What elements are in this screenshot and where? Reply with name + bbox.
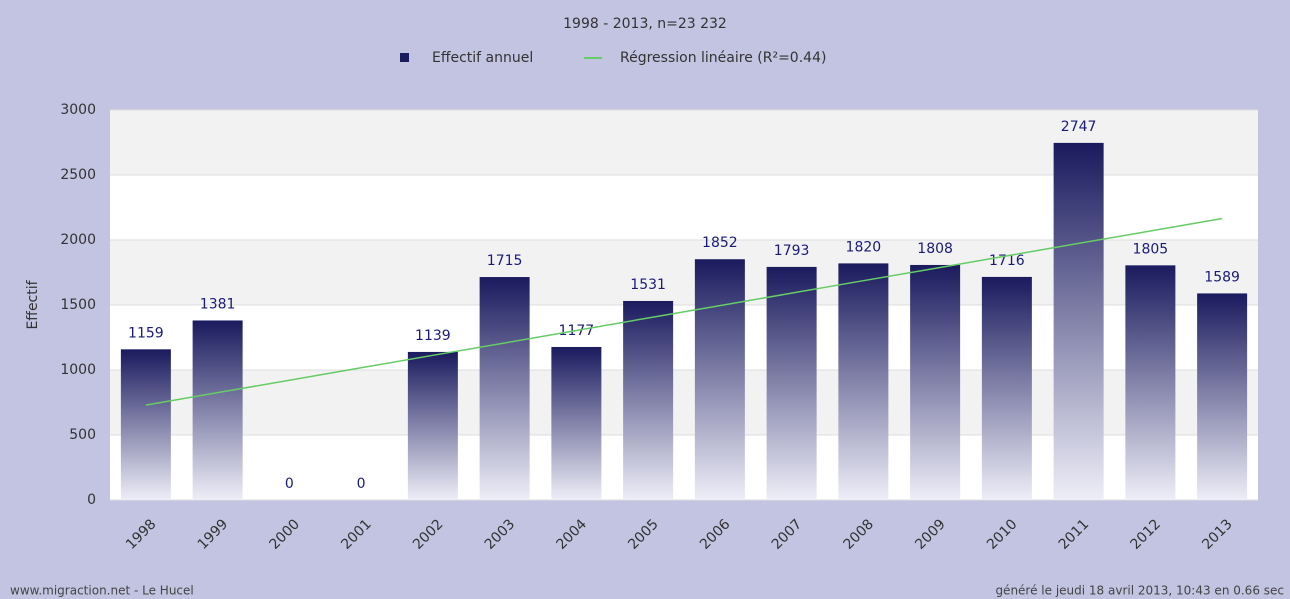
data-label: 0 — [285, 476, 294, 492]
y-axis-label: Effectif — [25, 279, 41, 329]
y-tick-label: 2000 — [60, 232, 96, 248]
data-label: 1793 — [774, 243, 810, 259]
bar — [1197, 293, 1248, 500]
data-label: 1139 — [415, 328, 451, 344]
data-label: 1159 — [128, 325, 164, 341]
data-label: 1589 — [1204, 269, 1240, 285]
trend-line — [145, 217, 1223, 406]
legend-swatch — [400, 53, 409, 62]
data-label: 1805 — [1133, 241, 1169, 257]
bar — [551, 346, 602, 500]
legend-label: Effectif annuel — [432, 50, 533, 66]
bar — [120, 349, 171, 500]
bar — [910, 264, 961, 500]
bar — [1125, 265, 1176, 500]
data-label: 1381 — [200, 296, 236, 312]
bar — [407, 351, 458, 500]
bar — [1053, 142, 1104, 500]
bar — [981, 276, 1032, 500]
y-tick-label: 0 — [87, 492, 96, 508]
bar — [479, 277, 530, 500]
chart-title: 1998 - 2013, n=23 232 — [563, 16, 727, 32]
data-label: 0 — [357, 476, 366, 492]
data-label: 1715 — [487, 253, 523, 269]
footer-left: www.migraction.net - Le Hucel — [10, 584, 194, 598]
bar — [623, 300, 674, 500]
data-label: 1808 — [917, 241, 953, 257]
bar — [192, 320, 243, 500]
data-label: 1531 — [630, 277, 666, 293]
footer-right: généré le jeudi 18 avril 2013, 10:43 en … — [995, 584, 1284, 598]
data-label: 2747 — [1061, 119, 1097, 135]
data-label: 1820 — [846, 239, 882, 255]
y-tick-label: 3000 — [60, 102, 96, 118]
y-tick-label: 1000 — [60, 362, 96, 378]
bar — [694, 259, 745, 500]
y-tick-label: 1500 — [60, 297, 96, 313]
data-label: 1852 — [702, 235, 738, 251]
y-tick-label: 500 — [69, 427, 96, 443]
bar — [838, 263, 889, 500]
bar — [766, 266, 817, 500]
legend-label: Régression linéaire (R²=0.44) — [620, 50, 826, 66]
y-tick-label: 2500 — [60, 167, 96, 183]
